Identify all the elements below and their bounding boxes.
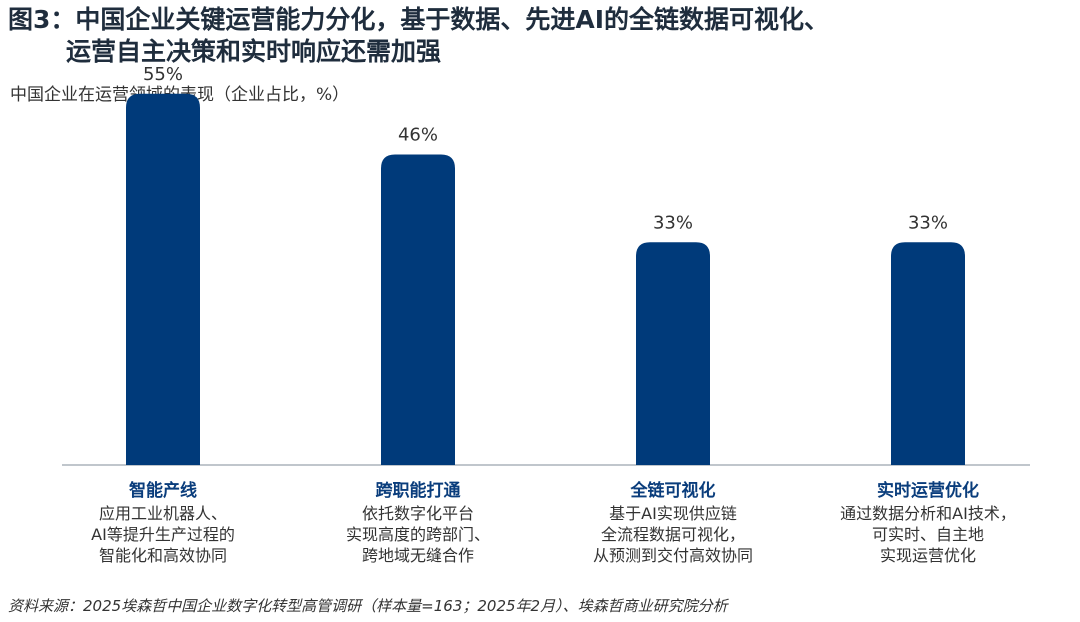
bar-2 bbox=[381, 154, 455, 465]
bar-4 bbox=[891, 242, 965, 465]
value-label-3: 33% bbox=[653, 212, 693, 233]
category-description-4-1: 通过数据分析和AI技术， bbox=[840, 504, 1016, 523]
category-1: 智能产线应用工业机器人、 AI等提升生产过程的 智能化和高效协同 bbox=[48, 481, 278, 566]
category-description-2-3: 跨地域无缝合作 bbox=[361, 546, 474, 565]
bar-1 bbox=[126, 93, 200, 465]
bar-3 bbox=[636, 242, 710, 465]
category-2: 跨职能打通依托数字化平台 实现高度的跨部门、 跨地域无缝合作 bbox=[303, 481, 533, 566]
value-label-2: 46% bbox=[398, 125, 438, 146]
category-description-4-2: 可实时、自主地 bbox=[871, 525, 984, 544]
category-4: 实时运营优化通过数据分析和AI技术， 可实时、自主地 实现运营优化 bbox=[813, 481, 1043, 566]
chart-title: 图3：中国企业关键运营能力分化，基于数据、先进AI的全链数据可视化、 运营自主决… bbox=[8, 4, 1068, 68]
category-description-3-3: 从预测到交付高效协同 bbox=[592, 546, 753, 565]
title-line-1: 图3：中国企业关键运营能力分化，基于数据、先进AI的全链数据可视化、 bbox=[8, 5, 830, 34]
source-note: 资料来源：2025埃森哲中国企业数字化转型高管调研（样本量=163；2025年2… bbox=[8, 597, 728, 615]
category-3: 全链可视化基于AI实现供应链 全流程数据可视化， 从预测到交付高效协同 bbox=[558, 481, 788, 566]
category-description-1-1: 应用工业机器人、 bbox=[98, 504, 227, 523]
category-description-1-2: AI等提升生产过程的 bbox=[91, 525, 235, 544]
title-line-2: 运营自主决策和实时响应还需加强 bbox=[66, 37, 442, 66]
category-description-2-2: 实现高度的跨部门、 bbox=[345, 525, 490, 544]
category-description-2-1: 依托数字化平台 bbox=[361, 504, 474, 523]
category-title-2: 跨职能打通 bbox=[375, 481, 461, 501]
category-title-1: 智能产线 bbox=[129, 481, 197, 501]
category-description-3-2: 全流程数据可视化， bbox=[600, 525, 745, 544]
category-title-3: 全链可视化 bbox=[630, 481, 716, 501]
category-description-3-1: 基于AI实现供应链 bbox=[609, 504, 737, 523]
category-description-4-3: 实现运营优化 bbox=[879, 546, 976, 565]
value-label-4: 33% bbox=[908, 212, 948, 233]
value-label-1: 55% bbox=[143, 64, 183, 85]
category-title-4: 实时运营优化 bbox=[877, 481, 979, 501]
category-description-1-3: 智能化和高效协同 bbox=[98, 546, 227, 565]
